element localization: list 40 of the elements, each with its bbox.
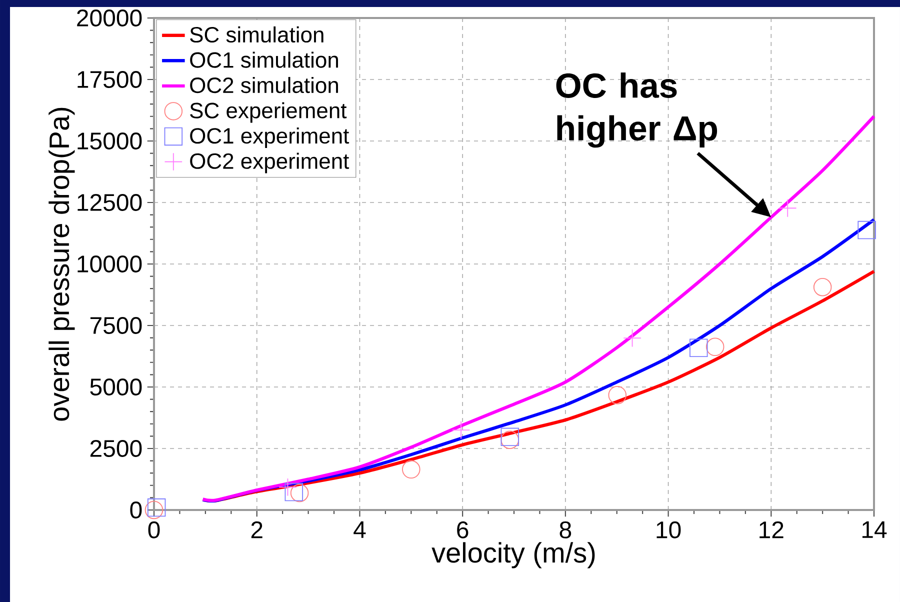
legend-label: OC2 simulation — [190, 76, 338, 94]
y-tick-label: 12500 — [78, 194, 142, 211]
y-tick-label: 7500 — [90, 316, 142, 334]
x-tick-label: 2 — [251, 521, 262, 538]
y-axis-title: overall pressure drop(Pa) — [48, 108, 75, 421]
legend-label: OC1 simulation — [190, 52, 338, 68]
annotation: OC has higher Δp — [556, 72, 718, 148]
y-tick-label: 17500 — [78, 70, 142, 88]
point — [284, 482, 304, 502]
point — [778, 199, 797, 218]
x-tick-label: 0 — [148, 521, 160, 538]
point — [402, 460, 420, 479]
x-tick-label: 14 — [862, 521, 887, 538]
y-tick-label: 5000 — [90, 378, 142, 396]
y-tick-label: 10000 — [78, 255, 142, 272]
x-tick-label: 10 — [656, 521, 681, 538]
legend-label: OC1 experiment — [190, 128, 350, 148]
point — [290, 484, 309, 502]
x-tick-label: 8 — [560, 521, 572, 538]
x-tick-label: 6 — [457, 521, 468, 538]
x-tick-label: 4 — [354, 521, 366, 538]
x-tick-label: 12 — [760, 521, 784, 538]
point — [623, 328, 642, 348]
y-tick-label: 20000 — [77, 9, 142, 26]
point — [278, 478, 297, 496]
point — [689, 338, 708, 358]
point — [858, 220, 876, 240]
point — [452, 420, 470, 440]
point — [608, 386, 627, 404]
y-tick-label: 15000 — [78, 132, 142, 150]
point — [500, 428, 520, 446]
point — [500, 430, 520, 450]
x-axis-title: velocity (m/s) — [432, 542, 595, 568]
y-tick-label: 0 — [130, 501, 142, 518]
point — [706, 338, 724, 356]
y-tick-label: 2500 — [90, 440, 142, 457]
legend-label: SC simulation — [190, 26, 324, 43]
legend-label: OC2 experiment — [190, 152, 350, 174]
legend-label: SC experiement — [190, 102, 347, 123]
point — [813, 278, 832, 296]
